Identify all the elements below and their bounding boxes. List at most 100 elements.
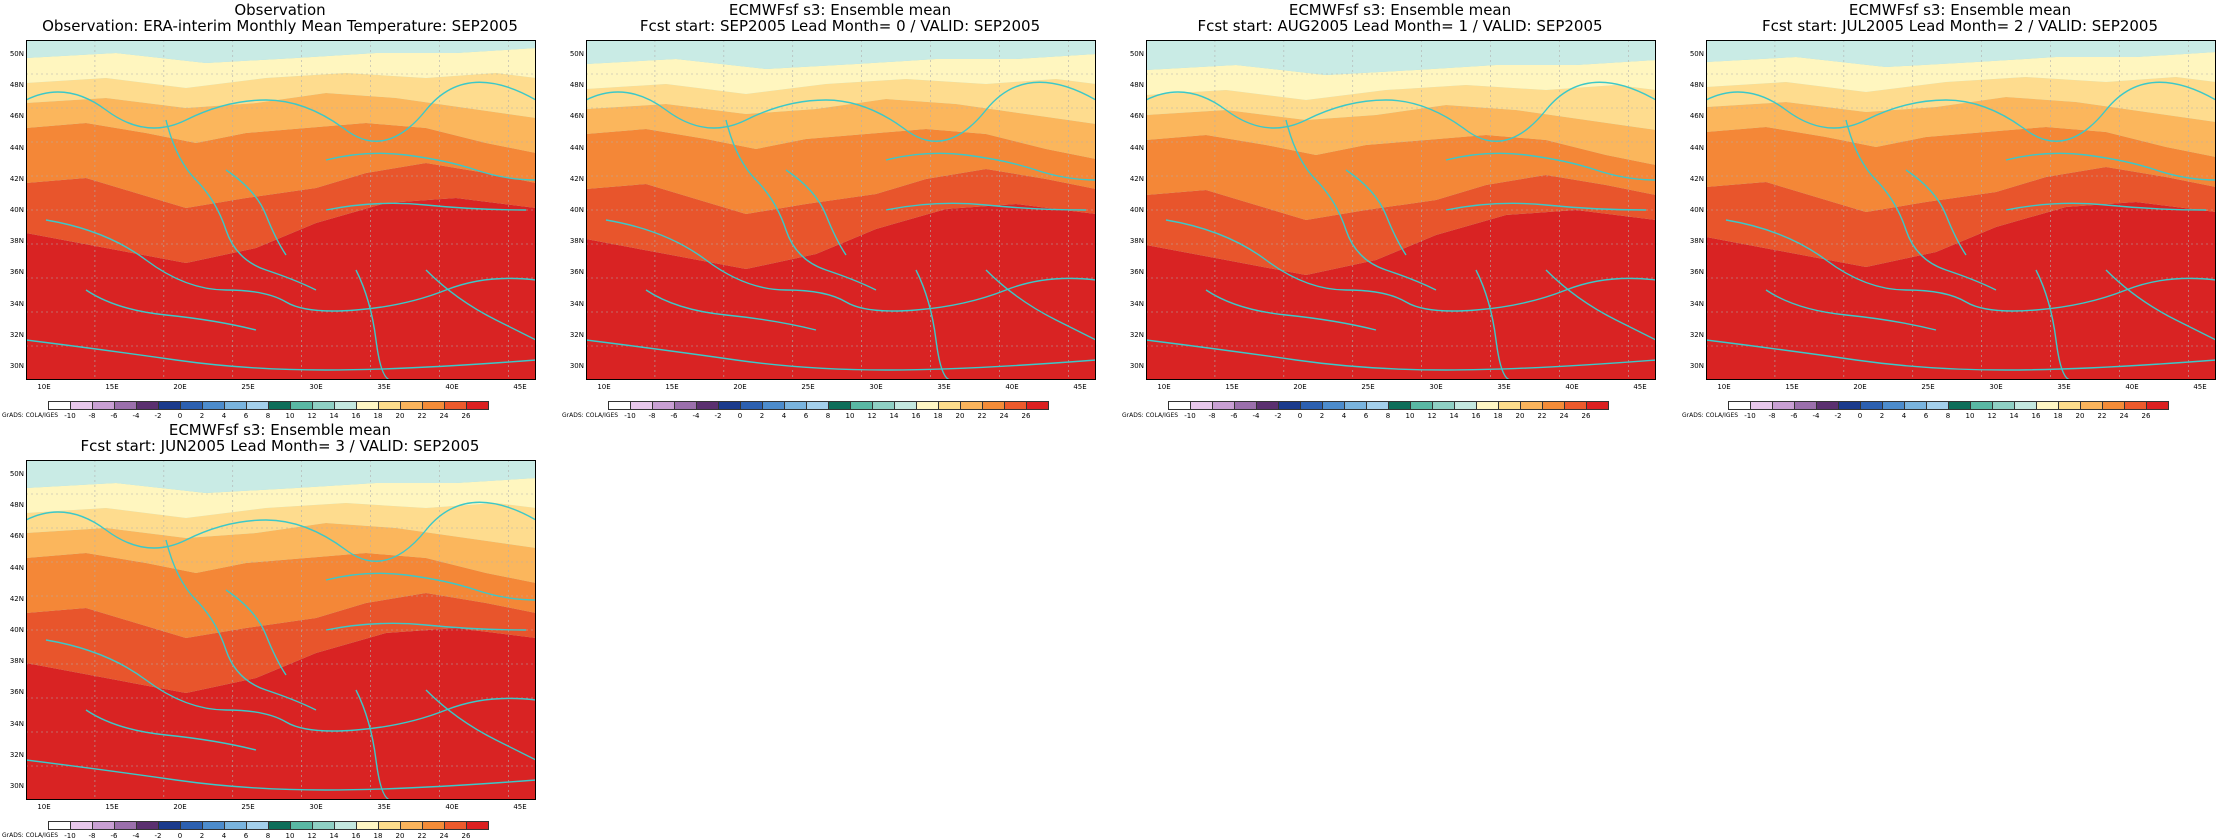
shaded-contour-band <box>26 73 536 118</box>
latitude-tick-label: 44N <box>9 143 24 152</box>
colorbar-swatch <box>784 401 807 410</box>
map-frame <box>1146 40 1656 380</box>
longitude-tick-label: 30E <box>309 383 323 391</box>
longitude-tick-label: 25E <box>241 803 255 811</box>
grads-credit: GrADS: COLA/IGES <box>1682 412 1739 419</box>
latitude-tick-label: 48N <box>1129 81 1144 90</box>
colorbar-tick-label: 2 <box>199 412 205 420</box>
colorbar-swatch <box>1992 401 2015 410</box>
longitude-tick-label: 20E <box>733 383 747 391</box>
latitude-tick-label: 50N <box>9 470 24 478</box>
colorbar-tick-label: -6 <box>1790 412 1798 420</box>
shaded-contour-band <box>1146 210 1656 380</box>
panel-subtitle: Observation: ERA-interim Monthly Mean Te… <box>42 17 518 35</box>
latitude-tick-label: 38N <box>9 657 24 666</box>
colorbar-swatch <box>960 401 983 410</box>
colorbar-swatch <box>70 821 93 830</box>
colorbar-tick-label: 16 <box>351 412 361 420</box>
colorbar-tick-label: 6 <box>243 412 249 420</box>
colorbar-tick-label: 12 <box>307 832 317 840</box>
colorbar-swatch <box>1794 401 1817 410</box>
colorbar-tick-label: 24 <box>1559 412 1569 420</box>
colorbar-tick-label: -4 <box>1252 412 1260 420</box>
colorbar-swatch <box>268 401 291 410</box>
latitude-tick-label: 40N <box>1129 206 1144 214</box>
colorbar-tick-label: 26 <box>1021 412 1031 420</box>
colorbar-tick-label: 12 <box>1987 412 1997 420</box>
longitude-tick-label: 10E <box>1717 383 1731 391</box>
colorbar-swatch <box>916 401 939 410</box>
colorbar-tick-label: 12 <box>867 412 877 420</box>
colorbar-swatch <box>1904 401 1927 410</box>
latitude-tick-label: 36N <box>9 268 24 277</box>
longitude-tick-label: 35E <box>937 383 951 391</box>
latitude-tick-label: 36N <box>569 268 584 277</box>
temperature-map-svg <box>26 460 536 800</box>
colorbar-tick-label: 12 <box>1427 412 1437 420</box>
longitude-tick-label: 35E <box>2057 383 2071 391</box>
colorbar-tick-label: 2 <box>199 832 205 840</box>
coastline <box>2105 269 2216 341</box>
coastline <box>325 202 527 211</box>
colorbar-tick-label: 26 <box>1581 412 1591 420</box>
latitude-tick-label: 34N <box>9 299 24 308</box>
colorbar-swatch <box>1476 401 1499 410</box>
colorbar-tick-label: 26 <box>461 412 471 420</box>
temperature-map-svg <box>586 40 1096 380</box>
colorbar-swatch <box>894 401 917 410</box>
coastline <box>605 219 1096 312</box>
map-plot-area <box>26 40 536 380</box>
shaded-contour-band <box>1706 77 2216 122</box>
map-plot-area <box>1706 40 2216 380</box>
latitude-tick-label: 38N <box>569 237 584 246</box>
colorbar-tick-label: 18 <box>373 412 383 420</box>
coastline <box>645 289 817 331</box>
coastline <box>26 81 536 142</box>
colorbar-swatch <box>290 821 313 830</box>
coastline <box>725 119 877 291</box>
grads-credit: GrADS: COLA/IGES <box>2 412 59 419</box>
latitude-tick-label: 40N <box>1689 206 1704 214</box>
colorbar-swatch <box>202 821 225 830</box>
colorbar-tick-label: -6 <box>110 412 118 420</box>
colorbar-swatch <box>92 401 115 410</box>
colorbar-tick-label: 8 <box>265 832 271 840</box>
map-frame <box>586 40 1096 380</box>
latitude-tick-label: 32N <box>1689 330 1704 339</box>
colorbar-tick-label: 0 <box>177 412 183 420</box>
colorbar-tick-label: 2 <box>1319 412 1325 420</box>
colorbar-swatch <box>1212 401 1235 410</box>
colorbar-swatch <box>114 821 137 830</box>
colorbar-swatch <box>1344 401 1367 410</box>
colorbar-tick-label: -10 <box>1744 412 1756 420</box>
colorbar-swatch <box>674 401 697 410</box>
map-panel: ECMWFsf s3: Ensemble mean Fcst start: JUN… <box>0 420 560 840</box>
colorbar-swatch <box>246 401 269 410</box>
panel-subtitle: Fcst start: JUL2005 Lead Month= 2 / VALI… <box>1761 17 2159 35</box>
latitude-tick-label: 30N <box>1129 362 1144 370</box>
shaded-contour-band <box>1706 167 2216 267</box>
coastline <box>1205 289 1377 331</box>
shaded-contour-band <box>586 129 1096 214</box>
longitude-tick-label: 15E <box>665 383 679 391</box>
colorbar-swatch <box>1564 401 1587 410</box>
longitude-tick-label: 35E <box>1497 383 1511 391</box>
panel-title: ECMWFsf s3: Ensemble mean <box>728 1 952 19</box>
shaded-contour-band <box>586 204 1096 380</box>
latitude-tick-label: 36N <box>1129 268 1144 277</box>
coastline <box>785 169 847 256</box>
shaded-contour-band <box>26 198 536 380</box>
colorbar-swatch <box>1300 401 1323 410</box>
colorbar-swatch <box>1234 401 1257 410</box>
longitude-tick-label: 45E <box>1633 383 1647 391</box>
colorbar-swatch <box>136 401 159 410</box>
coastline <box>225 589 287 676</box>
colorbar-swatch <box>2036 401 2059 410</box>
temperature-map-svg <box>1146 40 1656 380</box>
colorbar-swatch <box>422 821 445 830</box>
latitude-tick-label: 38N <box>1689 237 1704 246</box>
shaded-contour-band <box>26 123 536 208</box>
colorbar-swatch <box>466 401 489 410</box>
colorbar-swatch <box>608 401 631 410</box>
colorbar-swatch <box>180 401 203 410</box>
